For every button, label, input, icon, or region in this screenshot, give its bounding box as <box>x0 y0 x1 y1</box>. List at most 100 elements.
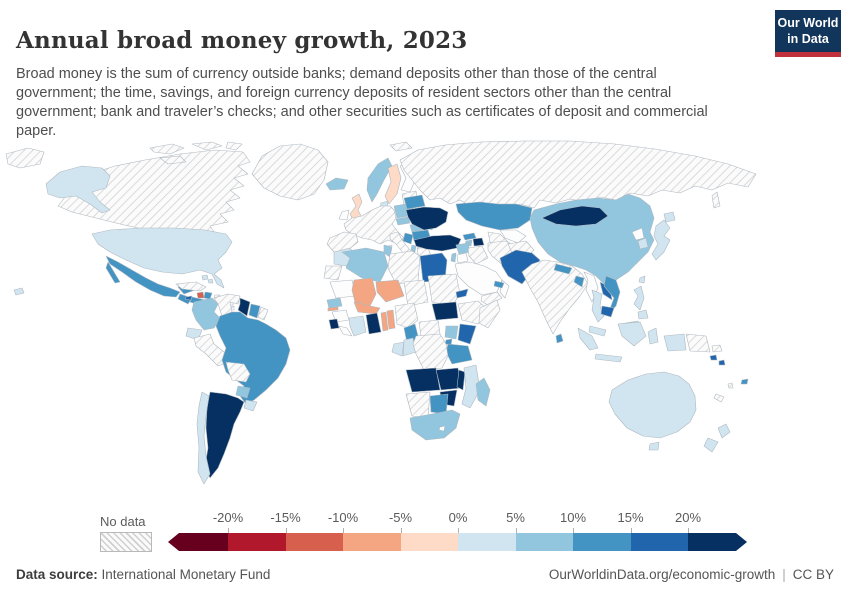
country-sri-lanka[interactable] <box>555 333 564 344</box>
country-suriname[interactable] <box>248 303 261 319</box>
country-bahamas[interactable] <box>201 274 214 284</box>
country-egypt[interactable] <box>419 252 448 283</box>
country-burkina-faso[interactable] <box>353 301 381 315</box>
country-libya[interactable] <box>387 250 421 285</box>
country-norway[interactable] <box>366 157 393 203</box>
country-alaska[interactable] <box>45 165 111 214</box>
country-venezuela[interactable] <box>213 293 241 317</box>
country-dr-congo[interactable] <box>412 333 449 371</box>
country-eritrea[interactable] <box>455 288 469 299</box>
country-bolivia[interactable] <box>225 361 251 383</box>
country-chile[interactable] <box>196 391 211 485</box>
country-united-arab-emirates[interactable] <box>493 280 505 289</box>
country-senegal[interactable] <box>326 297 343 309</box>
country-indonesia[interactable] <box>577 321 687 363</box>
legend-segment[interactable] <box>573 533 631 551</box>
country-philippines[interactable] <box>633 285 649 320</box>
country-belarus[interactable] <box>403 194 426 210</box>
country-mongolia[interactable] <box>541 205 609 227</box>
country-russia[interactable] <box>399 140 757 209</box>
country-chad[interactable] <box>403 279 429 307</box>
country-cambodia[interactable] <box>600 305 615 318</box>
country-russia-west-wrap[interactable] <box>5 147 45 169</box>
country-albania[interactable] <box>410 244 417 253</box>
country-jamaica[interactable] <box>184 295 193 301</box>
country-uruguay[interactable] <box>243 399 258 412</box>
country-south-sudan[interactable] <box>431 301 459 321</box>
country-ireland[interactable] <box>338 209 350 221</box>
country-nepal[interactable] <box>553 263 573 275</box>
country-western-sahara[interactable] <box>323 265 343 281</box>
country-serbia[interactable] <box>402 232 414 245</box>
country-cuba[interactable] <box>175 281 207 292</box>
country-brazil[interactable] <box>215 311 291 405</box>
region-iberia[interactable] <box>326 231 359 253</box>
legend-segment[interactable] <box>630 533 688 551</box>
country-israel[interactable] <box>450 252 457 263</box>
country-papua-new-guinea[interactable] <box>685 333 723 353</box>
country-mozambique[interactable] <box>461 364 481 409</box>
country-dominican-republic[interactable] <box>203 291 213 300</box>
country-new-zealand[interactable] <box>703 423 731 453</box>
country-iceland[interactable] <box>325 177 349 191</box>
country-uzbekistan[interactable] <box>499 229 527 244</box>
legend-segment[interactable] <box>688 533 747 551</box>
country-saudi-arabia[interactable] <box>454 261 503 296</box>
country-gabon[interactable] <box>391 341 405 357</box>
legend-color-bar[interactable] <box>168 533 747 551</box>
country-togo[interactable] <box>380 311 389 332</box>
country-czechia[interactable] <box>395 216 411 226</box>
country-iraq[interactable] <box>467 245 489 265</box>
country-jordan[interactable] <box>456 252 469 264</box>
country-colombia[interactable] <box>191 297 221 331</box>
country-ghana[interactable] <box>365 312 382 335</box>
country-kenya[interactable] <box>457 323 477 345</box>
country-svalbard[interactable] <box>389 141 413 152</box>
country-angola[interactable] <box>405 367 441 393</box>
legend-segment[interactable] <box>515 533 573 551</box>
country-uganda[interactable] <box>444 325 459 340</box>
country-haiti[interactable] <box>196 291 205 299</box>
country-fiji[interactable] <box>740 378 749 385</box>
legend-segment[interactable] <box>458 533 516 551</box>
country-sierra-leone[interactable] <box>328 318 340 330</box>
country-cote-divoire[interactable] <box>348 315 367 337</box>
country-argentina[interactable] <box>204 391 245 479</box>
country-new-caledonia[interactable] <box>713 393 725 403</box>
country-north-korea[interactable] <box>631 227 645 241</box>
country-lesotho[interactable] <box>438 425 446 432</box>
country-malawi[interactable] <box>456 369 466 391</box>
country-ukraine[interactable] <box>405 206 449 231</box>
country-japan[interactable] <box>651 211 676 261</box>
country-niger[interactable] <box>375 279 405 303</box>
owid-url-link[interactable]: OurWorldinData.org/economic-growth <box>548 567 776 582</box>
country-botswana[interactable] <box>429 393 449 415</box>
country-kazakhstan[interactable] <box>455 201 533 231</box>
country-united-states[interactable] <box>13 227 233 296</box>
country-canada[interactable] <box>57 141 251 237</box>
country-somalia[interactable] <box>478 299 501 329</box>
legend-segment[interactable] <box>285 533 343 551</box>
country-nigeria[interactable] <box>394 302 419 329</box>
country-sudan[interactable] <box>427 273 461 307</box>
country-bangladesh[interactable] <box>573 275 585 288</box>
country-paraguay[interactable] <box>235 385 251 399</box>
legend-segment[interactable] <box>400 533 458 551</box>
country-south-korea[interactable] <box>637 237 649 250</box>
country-liberia[interactable] <box>338 325 353 337</box>
legend-segment[interactable] <box>168 533 228 551</box>
country-gambia[interactable] <box>327 306 339 312</box>
owid-logo[interactable]: Our World in Data <box>775 10 841 58</box>
country-mali[interactable] <box>351 277 377 307</box>
country-australia[interactable] <box>608 371 697 451</box>
country-india[interactable] <box>521 259 589 335</box>
country-solomon-islands[interactable] <box>709 354 726 366</box>
country-algeria[interactable] <box>341 247 389 283</box>
country-vanuatu[interactable] <box>727 382 734 389</box>
legend-segment[interactable] <box>228 533 286 551</box>
country-central-african-republic[interactable] <box>418 319 441 337</box>
country-french-guiana[interactable] <box>257 306 269 321</box>
country-namibia[interactable] <box>405 391 431 419</box>
country-madagascar[interactable] <box>475 377 491 407</box>
country-taiwan[interactable] <box>638 275 646 284</box>
